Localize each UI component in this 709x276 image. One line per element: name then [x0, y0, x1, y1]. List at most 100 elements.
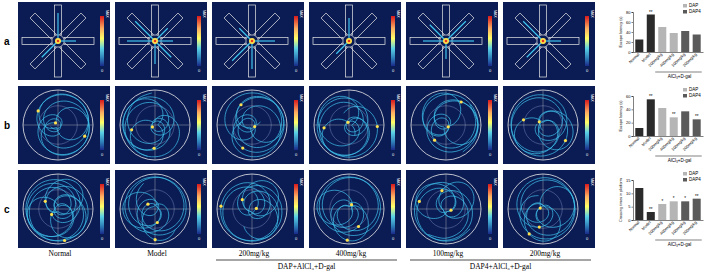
- bar: [658, 204, 666, 220]
- y-axis: 051015: [626, 178, 633, 223]
- y-axis-title: Escape latency (s): [619, 100, 623, 132]
- x-tick-label: 200mg/kg: [682, 52, 698, 68]
- y-tick-mark: [632, 12, 634, 13]
- track-line: [123, 177, 186, 241]
- y-tick-label: 60: [626, 20, 631, 25]
- y-tick: 40: [626, 107, 633, 112]
- x-tick: 200mg/kg: [682, 220, 698, 236]
- track-line: [135, 21, 155, 41]
- legend-swatch: [683, 88, 687, 92]
- pool: [217, 90, 287, 160]
- track-line: [225, 93, 284, 157]
- y-tick: 20: [626, 40, 633, 45]
- track-image: MAX 0: [309, 86, 401, 164]
- track-hotspot: [346, 38, 352, 44]
- legend-swatch: [683, 4, 687, 8]
- y-axis-line: [632, 97, 634, 137]
- colorbar-label: MAX: [202, 10, 206, 18]
- track-line: [317, 177, 381, 241]
- image-background: [406, 170, 498, 248]
- y-tick-label: 80: [626, 10, 631, 15]
- colorbar-label: MAX: [590, 94, 594, 102]
- bar-chart: 051015NormalModel200mg/kg400mg/kg100mg/k…: [619, 171, 704, 247]
- significance: **: [695, 114, 699, 119]
- group-label: DAP+AlCl₃+D-gal: [278, 262, 336, 271]
- maze-arm: [545, 43, 571, 69]
- y-tick-mark: [632, 32, 634, 33]
- legend-swatch: [683, 172, 687, 176]
- maze-arm: [507, 38, 537, 45]
- x-tick-label: 200mg/kg: [682, 220, 698, 236]
- track-image: MAX0: [212, 2, 304, 80]
- colorbar-label: MAX: [493, 94, 497, 102]
- maze-arm: [152, 5, 159, 35]
- track-hotspot: [146, 203, 149, 206]
- maze-arm: [418, 43, 444, 69]
- track-hotspot: [445, 40, 448, 43]
- colorbar-label: 0: [392, 152, 395, 157]
- y-tick: 40: [626, 30, 633, 35]
- colorbar-label: 0: [489, 68, 492, 73]
- pool-axis: [58, 174, 59, 244]
- track-line: [155, 41, 171, 57]
- bar: [635, 188, 643, 220]
- track-line: [523, 21, 543, 41]
- image-background: [212, 170, 304, 248]
- track-image: MAX0: [406, 170, 498, 248]
- colorbar-label: MAX: [396, 94, 400, 102]
- group-line: [655, 156, 701, 157]
- track-hotspot: [433, 139, 436, 142]
- track-hotspot: [130, 128, 133, 131]
- colorbar-label: MAX: [105, 178, 109, 186]
- colorbar-label: MAX: [396, 10, 400, 18]
- x-tick-label: Normal: [628, 52, 641, 65]
- colorbar-label: 0: [392, 68, 395, 73]
- colorbar-label: MAX: [202, 178, 206, 186]
- track-hotspot: [54, 121, 57, 124]
- colorbar-label: 0: [392, 236, 395, 241]
- track-line: [446, 21, 466, 41]
- track-hotspot: [57, 40, 60, 43]
- significance: **: [695, 194, 699, 199]
- track-line: [42, 41, 58, 57]
- pool: [508, 90, 578, 160]
- track-line: [37, 94, 89, 155]
- y-tick-mark: [632, 123, 634, 124]
- track-hotspot: [44, 200, 47, 203]
- bar-chart: 0204060NormalModel200mg/kg400mg/kg100mg/…: [619, 87, 704, 163]
- pool-axis: [252, 90, 253, 160]
- colorbar: [585, 100, 589, 150]
- image-background: [406, 2, 498, 80]
- track-hotspot: [346, 121, 349, 124]
- colorbar-label: 0: [295, 236, 298, 241]
- track-line: [221, 181, 282, 242]
- colorbar-label: 0: [295, 152, 298, 157]
- track-line: [414, 182, 474, 241]
- colorbar: [294, 16, 298, 66]
- track-hotspot: [152, 38, 158, 44]
- track-image: MAX0: [18, 170, 110, 248]
- colorbar-label: 0: [586, 236, 589, 241]
- image-background: [406, 86, 498, 164]
- y-axis-line: [632, 181, 634, 221]
- track-hotspot: [83, 135, 86, 138]
- colorbar: [100, 100, 104, 150]
- image-background: [18, 170, 110, 248]
- pool: [217, 174, 287, 244]
- maze-arm: [313, 38, 343, 45]
- pool: [411, 174, 481, 244]
- track-hotspot: [449, 209, 452, 212]
- y-tick-mark: [632, 52, 634, 53]
- colorbar: [585, 16, 589, 66]
- colorbar: [294, 184, 298, 234]
- image-background: [503, 170, 595, 248]
- track-hotspot: [564, 139, 567, 142]
- group-line: [216, 260, 397, 261]
- track-hotspot: [241, 147, 244, 150]
- bars: [635, 188, 700, 220]
- y-tick-label: 10: [626, 191, 631, 196]
- y-axis: 0204060: [626, 94, 633, 139]
- track-image: MAX0: [406, 2, 498, 80]
- track-image: MAX 0: [309, 2, 401, 80]
- colorbar-label: 0: [295, 68, 298, 73]
